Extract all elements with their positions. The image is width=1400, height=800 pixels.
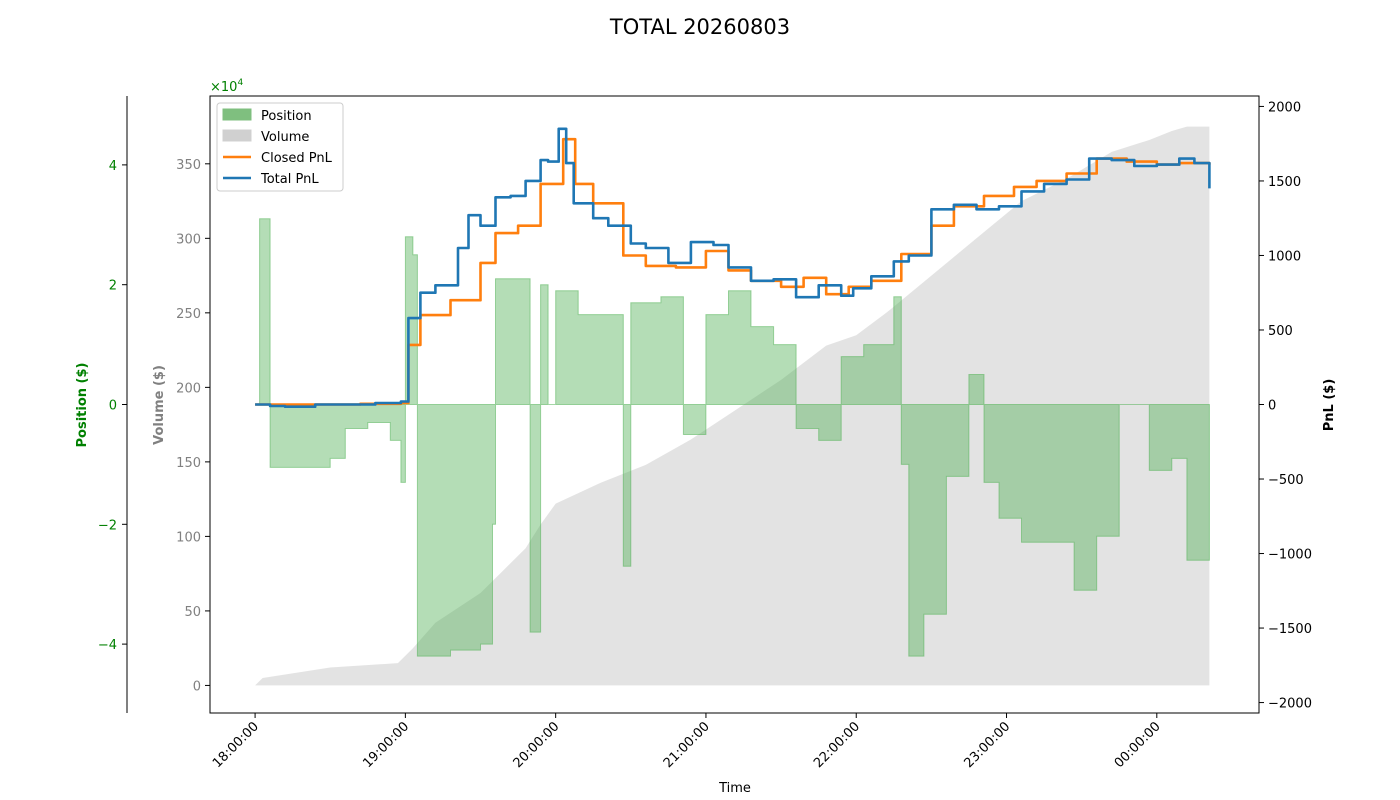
pnl-tick-label: 1500 [1268,175,1301,190]
volume-tick-label: 250 [176,307,201,322]
x-tick-label: 22:00:00 [811,719,863,771]
chart-title: TOTAL 20260803 [609,15,790,39]
pnl-tick-label: −1000 [1268,548,1312,563]
legend-label-position: Position [261,109,312,124]
position-axis: 4 2 0 −2 −4 [98,159,127,653]
legend-swatch-volume [222,129,252,142]
volume-axis: 0 50 100 150 200 250 300 350 [176,158,210,694]
legend-box [216,102,344,192]
legend: Position Volume Closed PnL Total PnL [216,102,344,192]
legend-label-closed-pnl: Closed PnL [261,151,333,166]
volume-tick-label: 100 [176,530,201,545]
position-area [255,218,1210,657]
volume-layer [255,126,1210,686]
pnl-tick-label: 2000 [1268,100,1301,115]
position-tick-label: −2 [98,518,117,533]
legend-label-total-pnl: Total PnL [260,172,319,187]
volume-tick-label: 350 [176,158,201,173]
legend-swatch-position [222,108,252,121]
volume-tick-label: 50 [184,605,201,620]
x-tick-label: 21:00:00 [661,719,713,771]
position-axis-label: Position ($) [75,363,90,448]
position-tick-label: 0 [109,399,117,414]
volume-axis-label: Volume ($) [152,365,167,445]
x-tick-label: 19:00:00 [360,719,412,771]
position-tick-label: −4 [98,638,117,653]
pnl-axis-label: PnL ($) [1322,379,1337,432]
legend-label-volume: Volume [261,130,309,145]
closed-pnl-line [255,137,1211,406]
total-pnl-line [255,127,1211,408]
volume-tick-label: 300 [176,232,201,247]
pnl-axis: 2000 1500 1000 500 0 −500 −1000 −1500 −2000 [1259,100,1312,712]
volume-tick-label: 150 [176,456,201,471]
x-tick-label: 00:00:00 [1112,719,1164,771]
pnl-tick-label: 0 [1268,399,1276,414]
position-tick-label: 2 [109,279,117,294]
plot-area [255,126,1211,686]
volume-area [255,126,1210,686]
pnl-tick-label: 1000 [1268,249,1301,264]
x-tick-label: 18:00:00 [210,719,262,771]
volume-tick-label: 0 [193,679,201,694]
x-tick-label: 23:00:00 [961,719,1013,771]
volume-tick-label: 200 [176,381,201,396]
position-tick-label: 4 [109,159,117,174]
pnl-tick-label: −2000 [1268,697,1312,712]
position-multiplier: ×104 [210,78,243,95]
position-layer [255,218,1210,657]
x-axis: 18:00:00 19:00:00 20:00:00 21:00:00 22:00:00… [210,713,1164,771]
x-tick-label: 20:00:00 [511,719,563,771]
pnl-tick-label: −1500 [1268,622,1312,637]
pnl-layer [255,127,1211,408]
pnl-tick-label: 500 [1268,324,1293,339]
pnl-tick-label: −500 [1268,473,1304,488]
x-axis-label: Time [718,781,751,796]
